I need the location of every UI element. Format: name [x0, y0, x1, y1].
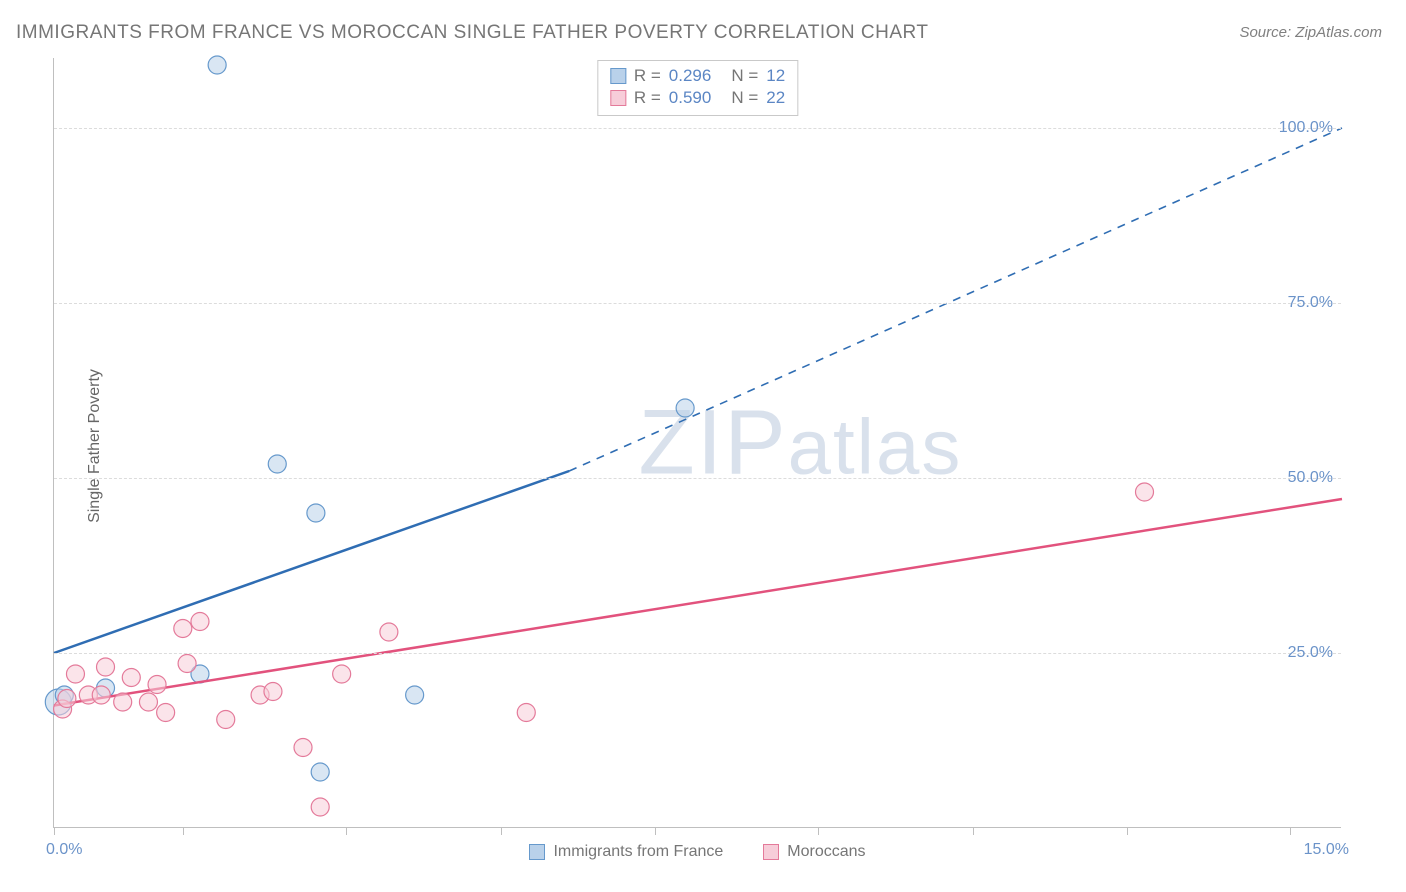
legend-label: Moroccans	[787, 843, 865, 861]
x-tick	[501, 827, 502, 835]
data-point	[217, 711, 235, 729]
y-tick-label: 25.0%	[1288, 644, 1333, 662]
gridline	[54, 478, 1341, 479]
data-point	[114, 693, 132, 711]
gridline	[54, 128, 1341, 129]
data-point	[97, 658, 115, 676]
legend-item: Immigrants from France	[529, 843, 723, 861]
legend-swatch	[763, 844, 779, 860]
x-axis-max-label: 15.0%	[1304, 841, 1349, 859]
stat-label: N =	[731, 87, 758, 109]
data-point	[66, 665, 84, 683]
x-tick	[183, 827, 184, 835]
gridline	[54, 303, 1341, 304]
y-tick-label: 100.0%	[1279, 119, 1333, 137]
chart-svg	[54, 58, 1341, 827]
data-point	[148, 676, 166, 694]
data-point	[311, 798, 329, 816]
x-tick	[818, 827, 819, 835]
x-tick	[973, 827, 974, 835]
stat-label: R =	[634, 87, 661, 109]
legend-item: Moroccans	[763, 843, 865, 861]
stats-row: R = 0.296 N = 12	[610, 65, 785, 87]
stat-value: 22	[766, 87, 785, 109]
data-point	[174, 620, 192, 638]
y-tick-label: 75.0%	[1288, 294, 1333, 312]
stat-value: 12	[766, 65, 785, 87]
regression-line	[54, 499, 1342, 706]
stat-value: 0.296	[669, 65, 712, 87]
chart-title: IMMIGRANTS FROM FRANCE VS MOROCCAN SINGL…	[16, 22, 929, 44]
legend-swatch	[610, 90, 626, 106]
data-point	[380, 623, 398, 641]
x-tick	[655, 827, 656, 835]
data-point	[311, 763, 329, 781]
data-point	[58, 690, 76, 708]
stats-row: R = 0.590 N = 22	[610, 87, 785, 109]
data-point	[178, 655, 196, 673]
plot-area: ZIPatlas R =0.296N =12R =0.590N =22 Immi…	[53, 58, 1341, 828]
x-tick	[346, 827, 347, 835]
data-point	[92, 686, 110, 704]
data-point	[1136, 483, 1154, 501]
data-point	[406, 686, 424, 704]
stat-label: R =	[634, 65, 661, 87]
data-point	[268, 455, 286, 473]
data-point	[294, 739, 312, 757]
data-point	[307, 504, 325, 522]
bottom-legend: Immigrants from France Moroccans	[54, 843, 1341, 861]
regression-line-dashed	[569, 128, 1342, 471]
x-tick	[1127, 827, 1128, 835]
stat-value: 0.590	[669, 87, 712, 109]
data-point	[676, 399, 694, 417]
gridline	[54, 653, 1341, 654]
legend-swatch	[529, 844, 545, 860]
data-point	[122, 669, 140, 687]
stat-label: N =	[731, 65, 758, 87]
data-point	[191, 613, 209, 631]
data-point	[208, 56, 226, 74]
legend-label: Immigrants from France	[553, 843, 723, 861]
data-point	[517, 704, 535, 722]
x-tick	[54, 827, 55, 835]
data-point	[264, 683, 282, 701]
x-axis-min-label: 0.0%	[46, 841, 82, 859]
data-point	[157, 704, 175, 722]
stats-legend: R = 0.296 N = 12 R = 0.590 N = 22	[597, 60, 798, 116]
y-tick-label: 50.0%	[1288, 469, 1333, 487]
legend-swatch	[610, 68, 626, 84]
data-point	[333, 665, 351, 683]
source-label: Source: ZipAtlas.com	[1239, 24, 1382, 41]
regression-line	[54, 471, 569, 653]
x-tick	[1290, 827, 1291, 835]
data-point	[139, 693, 157, 711]
